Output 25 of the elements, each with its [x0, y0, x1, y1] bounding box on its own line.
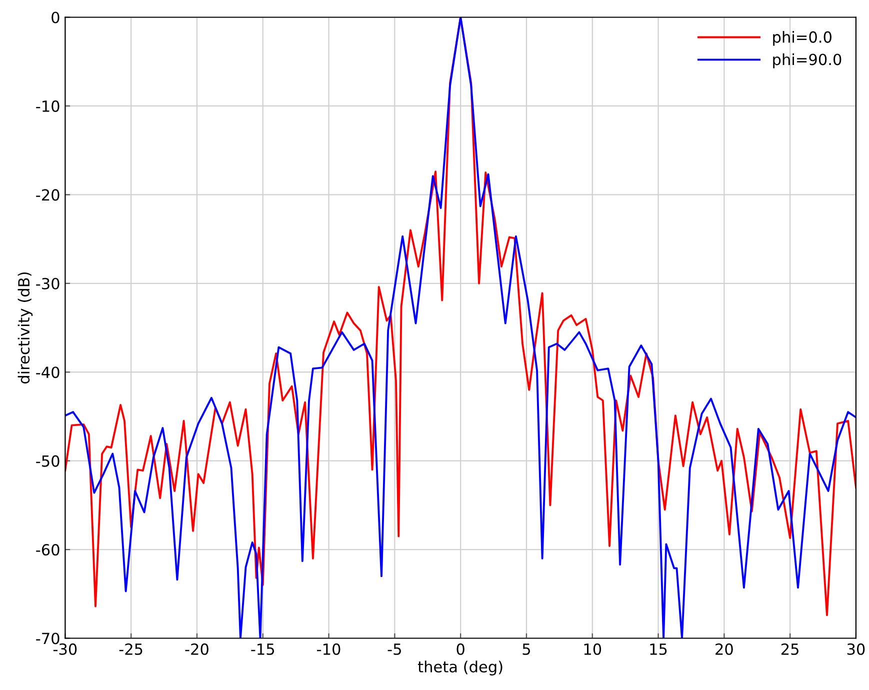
- y-axis-title: directivity (dB): [18, 272, 33, 384]
- x-tick-label: 30: [847, 643, 865, 655]
- x-tick-label: -5: [388, 644, 401, 655]
- y-tick-label: -50: [36, 455, 60, 467]
- y-tick-label: -20: [36, 189, 60, 201]
- x-tick-label: -30: [53, 643, 77, 655]
- x-tick-label: -10: [317, 643, 340, 655]
- y-tick-label: -10: [36, 100, 60, 112]
- x-tick-label: 25: [781, 643, 798, 655]
- x-tick-label: 15: [650, 644, 667, 655]
- x-tick-label: 0: [456, 643, 464, 655]
- x-tick-label: 5: [522, 644, 530, 655]
- x-tick-label: 20: [716, 643, 733, 655]
- x-tick-label: 10: [584, 643, 602, 655]
- legend-label: phi=0.0: [773, 31, 832, 46]
- y-tick-label: -40: [36, 366, 60, 378]
- x-tick-label: -20: [185, 643, 208, 655]
- x-tick-label: -15: [251, 644, 274, 655]
- legend-label: phi=90.0: [773, 53, 842, 68]
- y-tick-label: -70: [36, 632, 60, 644]
- x-tick-label: -25: [119, 643, 142, 655]
- y-tick-label: -30: [36, 278, 60, 290]
- x-axis-title: theta (deg): [418, 660, 502, 676]
- y-tick-label: 0: [52, 12, 60, 24]
- y-tick-label: -60: [36, 544, 60, 556]
